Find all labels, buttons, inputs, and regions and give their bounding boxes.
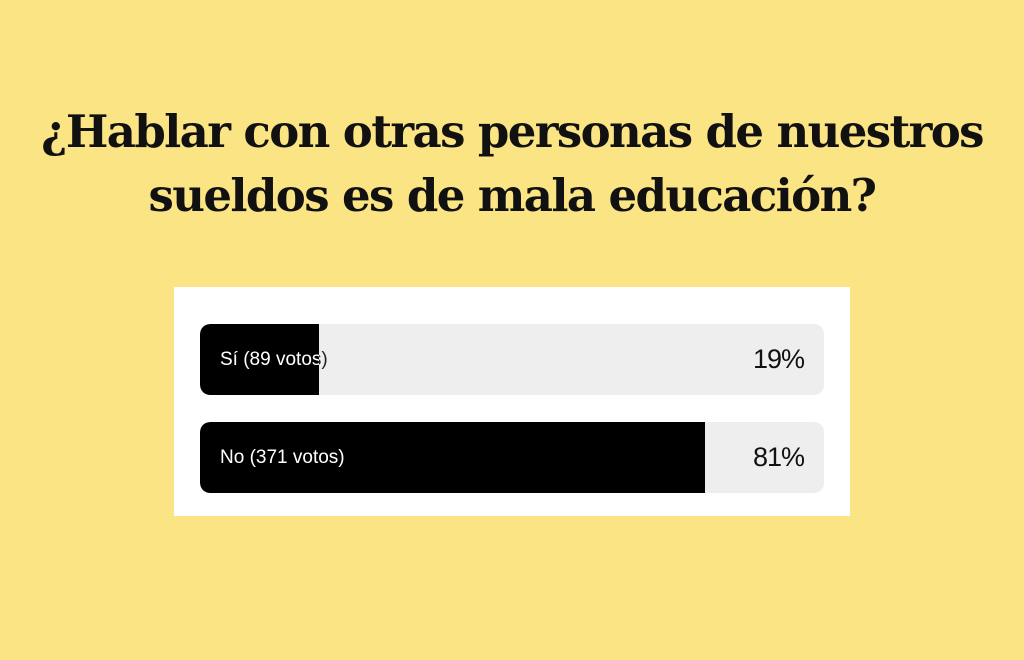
poll-option-label: Sí (89 votos) bbox=[220, 349, 328, 370]
poll-option-label-overlay: Sí (89 votos) bbox=[220, 349, 328, 370]
poll-card: Sí (89 votos) Sí (89 votos) 19% No (371 … bbox=[174, 287, 850, 516]
poll-option-percent: 81% bbox=[752, 442, 805, 472]
poll-result-bar-fill bbox=[200, 422, 705, 493]
poll-option-label: No (371 votos) bbox=[220, 447, 345, 468]
poll-question: ¿Hablar con otras personas de nuestros s… bbox=[41, 105, 984, 222]
poll-option-no[interactable]: No (371 votos) No (371 votos) 81% bbox=[200, 422, 824, 493]
poll-result-bar-fill bbox=[200, 324, 319, 395]
poll-option-si[interactable]: Sí (89 votos) Sí (89 votos) 19% bbox=[200, 324, 824, 395]
poll-option-label-overlay: No (371 votos) bbox=[220, 447, 345, 468]
poll-option-percent: 19% bbox=[752, 344, 805, 374]
